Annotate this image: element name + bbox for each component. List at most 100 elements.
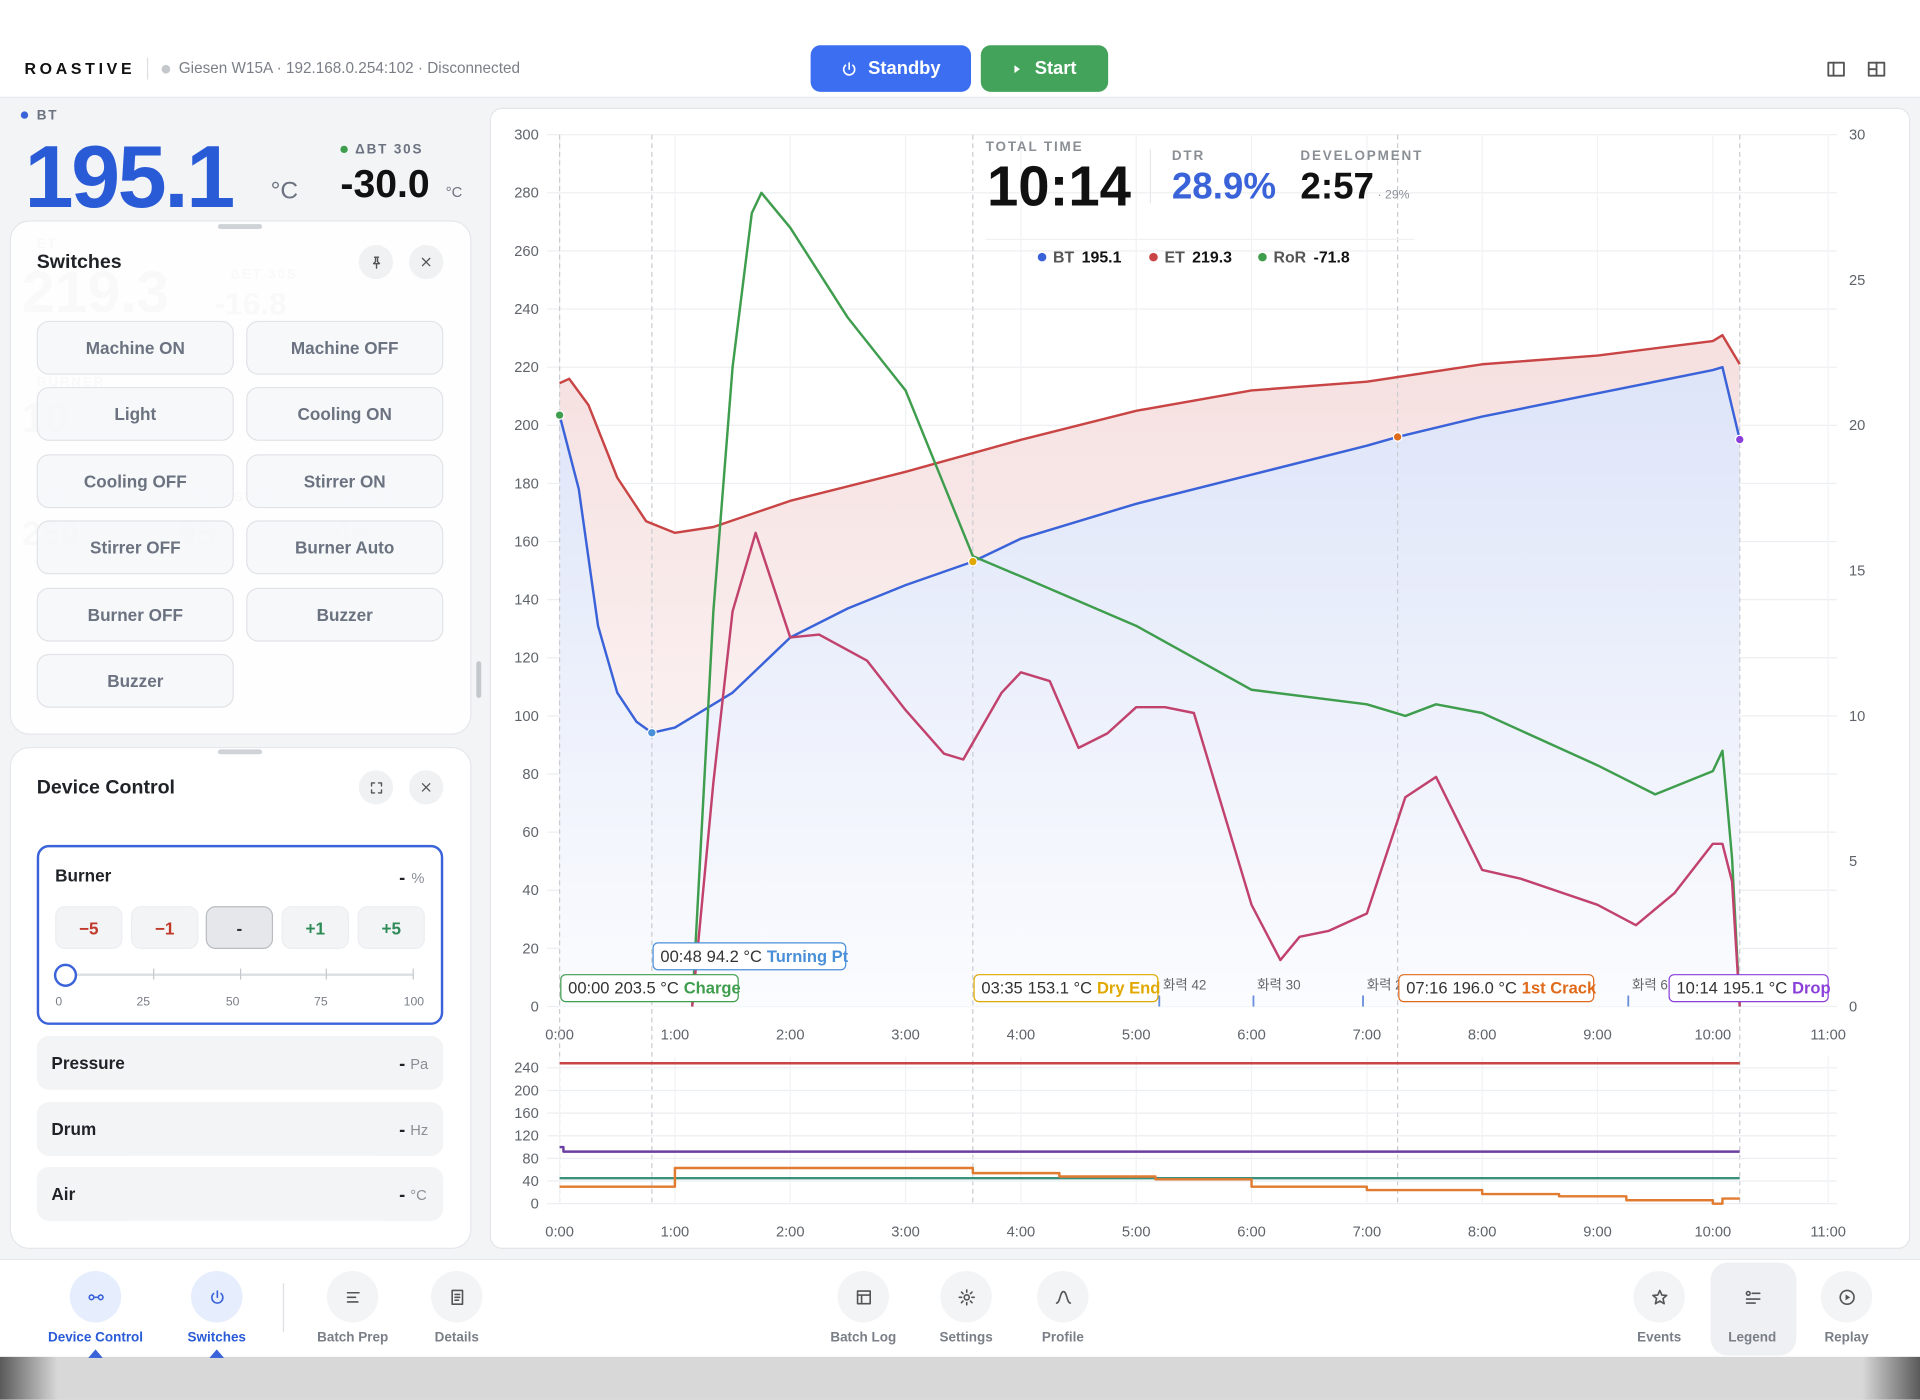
switch-label: Light xyxy=(114,404,157,425)
switch-label: Burner OFF xyxy=(87,604,183,624)
burner-step-button[interactable] xyxy=(205,906,274,949)
icon-stroke xyxy=(856,1289,871,1304)
switch-button[interactable] xyxy=(36,454,234,508)
expand-button[interactable] xyxy=(358,770,394,805)
x-tick-label: 2:00 xyxy=(776,1225,805,1241)
bt-value: 195.1 xyxy=(24,128,235,227)
y-tick-label: 220 xyxy=(514,360,539,376)
y-tick-label: 0 xyxy=(531,1197,539,1213)
x-tick-label: 10:00 xyxy=(1694,1225,1731,1241)
switch-button[interactable] xyxy=(36,587,234,642)
toolbar-button[interactable] xyxy=(1037,1271,1089,1323)
event-time: 10:14 xyxy=(1676,979,1717,998)
delta-bt-dot xyxy=(340,145,348,154)
icon-fill xyxy=(1844,1293,1850,1300)
legend-value: -71.8 xyxy=(1314,250,1350,267)
header-divider xyxy=(146,57,149,80)
standby-button[interactable] xyxy=(810,45,972,92)
x-tick-label: 4:00 xyxy=(1007,1225,1036,1241)
burner-step-button[interactable] xyxy=(357,906,425,949)
x-tick-label: 7:00 xyxy=(1353,1028,1382,1044)
switch-button[interactable] xyxy=(246,454,444,508)
burner-step-label: +5 xyxy=(381,917,402,938)
y-tick-label: 240 xyxy=(514,302,539,318)
y-tick-label: 80 xyxy=(522,767,538,783)
x-tick-label: 3:00 xyxy=(891,1225,920,1241)
event-temp: 203.5 °C xyxy=(614,979,679,998)
burner-step-button[interactable] xyxy=(55,906,123,949)
y2-tick-label: 20 xyxy=(1849,418,1865,434)
window-bottom-edge xyxy=(0,1356,1920,1400)
x-tick-label: 6:00 xyxy=(1237,1028,1266,1044)
y-tick-label: 0 xyxy=(531,999,539,1015)
x-tick-label: 2:00 xyxy=(776,1028,805,1044)
event-name: Charge xyxy=(684,979,741,998)
control-label: Air xyxy=(51,1184,76,1204)
icon-stroke xyxy=(962,1293,970,1301)
toolbar-label: Device Control xyxy=(47,1330,144,1346)
series-line xyxy=(690,531,1741,1007)
slider-knob[interactable] xyxy=(53,963,78,987)
toolbar-label: Batch Prep xyxy=(317,1330,389,1346)
y-tick-label: 240 xyxy=(514,1061,539,1077)
delta-bt-value: -30.0 xyxy=(340,161,430,206)
switch-button[interactable] xyxy=(36,520,234,575)
slider-tick-label: 75 xyxy=(314,995,328,1009)
switch-label: Machine ON xyxy=(85,337,185,358)
switch-button[interactable] xyxy=(36,320,234,375)
icon-fill xyxy=(1013,64,1020,73)
switch-button[interactable] xyxy=(246,320,444,375)
switch-label: Buzzer xyxy=(107,671,164,691)
standby-label: Standby xyxy=(868,58,941,79)
icon xyxy=(346,1291,360,1303)
pin-button[interactable] xyxy=(358,244,394,280)
burner-step-button[interactable] xyxy=(131,906,199,949)
slider-tick xyxy=(240,968,242,980)
event-label: 10:14 195.1 °C Drop xyxy=(1676,979,1830,998)
legend-swatch xyxy=(1258,252,1267,262)
control-unit: Hz xyxy=(410,1121,429,1139)
device-status: Giesen W15A · 192.168.0.254:102 · Discon… xyxy=(178,59,520,77)
y-tick-label: 200 xyxy=(514,1083,539,1099)
toolbar-label: Profile xyxy=(1041,1330,1084,1346)
switch-button[interactable] xyxy=(36,653,234,708)
icon-stroke xyxy=(421,257,431,267)
icon-stroke xyxy=(210,1292,223,1304)
x-tick-label: 11:00 xyxy=(1810,1225,1846,1241)
event-point xyxy=(1392,432,1403,442)
icon-stroke xyxy=(957,1288,975,1306)
burner-step-label: −1 xyxy=(154,917,175,938)
toolbar-button[interactable] xyxy=(940,1271,992,1323)
scroll-handle xyxy=(476,661,482,698)
event-label-box xyxy=(973,974,1159,1003)
start-button[interactable] xyxy=(980,45,1109,92)
start-label: Start xyxy=(1034,58,1077,79)
y-tick-label: 280 xyxy=(514,186,539,202)
switch-button[interactable] xyxy=(246,587,444,642)
icon-stroke xyxy=(1745,1290,1751,1296)
toolbar-button[interactable] xyxy=(1633,1271,1685,1323)
toolbar-button[interactable] xyxy=(837,1271,889,1323)
control-row xyxy=(36,1166,444,1221)
switch-button[interactable] xyxy=(246,387,444,442)
switch-button[interactable] xyxy=(246,520,444,575)
switch-label: Buzzer xyxy=(316,604,373,624)
icon xyxy=(1013,64,1020,73)
event-label-box xyxy=(652,942,847,971)
burner-step-button[interactable] xyxy=(281,906,349,949)
icon xyxy=(856,1289,871,1304)
y-tick-label: 120 xyxy=(514,1129,539,1145)
drag-handle xyxy=(217,749,263,755)
burner-step-label: −5 xyxy=(78,917,99,938)
icon-stroke xyxy=(1651,1289,1667,1304)
event-label-box xyxy=(1668,974,1829,1003)
y2-tick-label: 0 xyxy=(1849,999,1857,1015)
x-tick-label: 3:00 xyxy=(891,1028,920,1044)
y-tick-label: 100 xyxy=(514,709,539,725)
event-name: Drop xyxy=(1792,979,1831,998)
switch-button[interactable] xyxy=(36,387,234,442)
event-label-box xyxy=(560,974,739,1003)
delta-bt-unit: °C xyxy=(445,183,463,201)
event-time: 07:16 xyxy=(1406,979,1447,998)
